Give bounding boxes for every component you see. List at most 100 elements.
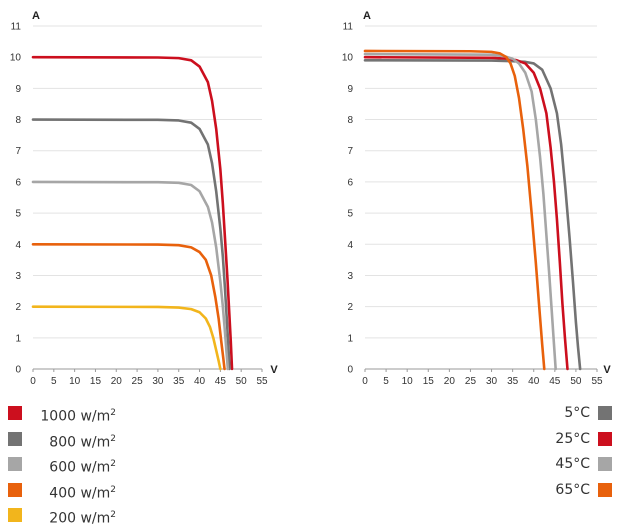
legend-swatch <box>8 457 22 471</box>
legend-label: 200 w/m2 <box>49 505 116 529</box>
series-line-temperature-3 <box>363 49 546 371</box>
x-tick-label: 5 <box>383 376 389 387</box>
legend-swatch <box>598 482 612 497</box>
x-tick-label: 35 <box>173 376 185 387</box>
series-line-irradiance-2 <box>31 180 230 371</box>
legend-label-text: 400 w/m <box>49 485 111 502</box>
y-tick-label: 5 <box>15 209 21 220</box>
x-tick-label: 45 <box>215 376 227 387</box>
x-tick-label: 30 <box>152 376 164 387</box>
legend-label: 800 w/m2 <box>49 429 116 453</box>
legend-label: 600 w/m2 <box>49 454 116 478</box>
legend-label: 25°C <box>555 430 590 447</box>
x-axis-label: V <box>270 364 278 376</box>
x-tick-label: 25 <box>132 376 144 387</box>
y-tick-label: 9 <box>15 84 21 95</box>
y-tick-label: 11 <box>11 22 22 33</box>
legend-swatch <box>598 406 612 420</box>
x-tick-label: 25 <box>465 376 477 387</box>
legend-label-superscript: 2 <box>110 484 116 495</box>
series-line-irradiance-0 <box>31 55 234 371</box>
legend-label-superscript: 2 <box>110 433 116 444</box>
y-tick-label: 7 <box>15 146 21 157</box>
y-tick-label: 4 <box>15 240 21 251</box>
x-tick-label: 20 <box>444 376 456 387</box>
y-tick-label: 10 <box>342 53 354 64</box>
legend-label-text: 1000 w/m <box>40 408 111 425</box>
legend-item: 45°C <box>500 454 612 474</box>
legend-item: 25°C <box>500 429 612 449</box>
x-tick-label: 10 <box>69 376 81 387</box>
legend-label-text: 800 w/m <box>49 434 111 451</box>
y-tick-label: 5 <box>347 209 353 220</box>
legend-label-superscript: 2 <box>110 408 116 418</box>
x-tick-label: 20 <box>111 376 123 387</box>
legend-label: 1000 w/m2 <box>40 403 116 427</box>
series-line-temperature-0 <box>363 58 582 371</box>
legend-label: 400 w/m2 <box>49 480 116 504</box>
x-tick-label: 5 <box>51 376 57 387</box>
legend-item: 400 w/m2 <box>8 480 116 501</box>
legend-item: 600 w/m2 <box>8 454 116 476</box>
y-tick-label: 0 <box>347 365 353 376</box>
legend-label-text: 600 w/m <box>49 459 111 476</box>
series-line-irradiance-1 <box>31 118 231 371</box>
legend-swatch <box>8 431 22 446</box>
legend-item: 1000 w/m2 <box>8 403 116 425</box>
y-tick-label: 3 <box>15 271 21 282</box>
legend-label-superscript: 2 <box>110 510 116 520</box>
y-tick-label: 11 <box>343 22 354 33</box>
x-tick-label: 30 <box>486 376 498 387</box>
legend-swatch <box>598 431 612 446</box>
y-tick-label: 7 <box>347 146 353 157</box>
x-tick-label: 10 <box>402 376 414 387</box>
y-tick-label: 2 <box>347 302 353 313</box>
legend-swatch <box>8 482 22 497</box>
x-tick-label: 55 <box>591 376 603 387</box>
legend-swatch <box>8 508 22 522</box>
x-tick-label: 40 <box>194 376 206 387</box>
x-tick-label: 50 <box>236 376 248 387</box>
y-tick-label: 1 <box>15 333 21 344</box>
y-tick-label: 4 <box>347 240 353 251</box>
legend-swatch <box>598 457 612 471</box>
y-tick-label: 10 <box>10 53 22 64</box>
legend-swatch <box>8 406 22 420</box>
x-tick-label: 15 <box>423 376 435 387</box>
x-tick-label: 0 <box>362 376 368 387</box>
y-tick-label: 1 <box>347 333 353 344</box>
y-tick-label: 2 <box>15 302 21 313</box>
legend-item: 800 w/m2 <box>8 429 116 450</box>
y-tick-label: 8 <box>347 115 353 126</box>
series-line-irradiance-3 <box>31 242 226 371</box>
legend-item: 65°C <box>500 480 612 500</box>
x-axis-label: V <box>603 364 611 376</box>
x-tick-label: 55 <box>256 376 268 387</box>
x-tick-label: 35 <box>507 376 519 387</box>
y-tick-label: 6 <box>347 177 353 188</box>
y-axis-label: A <box>32 10 40 22</box>
legend-item: 200 w/m2 <box>8 505 116 527</box>
legend-label: 65°C <box>555 481 590 498</box>
y-tick-label: 3 <box>347 271 353 282</box>
y-axis-label: A <box>363 10 371 22</box>
y-tick-label: 9 <box>347 84 353 95</box>
legend-label-superscript: 2 <box>110 459 116 469</box>
legend-label: 5°C <box>564 405 590 421</box>
legend-label-text: 200 w/m <box>49 510 111 527</box>
y-tick-label: 0 <box>15 365 21 376</box>
series-line-temperature-2 <box>363 52 557 371</box>
y-tick-label: 8 <box>15 115 21 126</box>
series-line-irradiance-4 <box>31 305 222 371</box>
x-tick-label: 40 <box>528 376 540 387</box>
legend-label: 45°C <box>555 456 590 472</box>
x-tick-label: 45 <box>549 376 561 387</box>
x-tick-label: 50 <box>570 376 582 387</box>
legend-item: 5°C <box>500 403 612 423</box>
y-tick-label: 6 <box>15 177 21 188</box>
x-tick-label: 0 <box>30 376 36 387</box>
x-tick-label: 15 <box>90 376 102 387</box>
